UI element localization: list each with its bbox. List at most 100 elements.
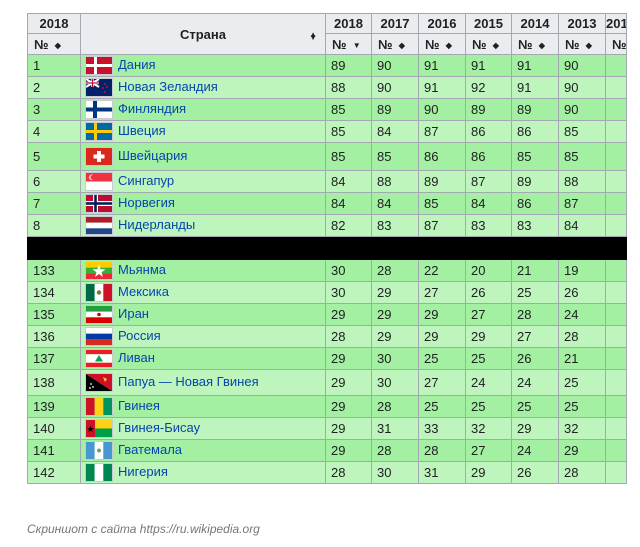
sort-no-2018[interactable]: № ▼ bbox=[325, 33, 372, 55]
country-link[interactable]: Нидерланды bbox=[118, 216, 196, 232]
country-link[interactable]: Гвинея-Бисау bbox=[118, 419, 201, 435]
score-cell-2018: 84 bbox=[325, 170, 372, 193]
flag-sweden-icon[interactable] bbox=[86, 123, 112, 141]
table-row: 142 Нигерия 28 30 31 29 26 28 bbox=[27, 461, 627, 484]
table-row: 6 Сингапур 84 88 89 87 89 88 bbox=[27, 170, 627, 193]
score-cell-2018: 30 bbox=[325, 281, 372, 304]
country-link[interactable]: Норвегия bbox=[118, 194, 175, 210]
country-link[interactable]: Россия bbox=[118, 327, 161, 343]
score-cell-2018: 29 bbox=[325, 417, 372, 440]
country-link[interactable]: Мьянма bbox=[118, 261, 166, 277]
score-cell-2013: 19 bbox=[558, 259, 606, 282]
score-cell-2015: 32 bbox=[465, 417, 512, 440]
country-link[interactable]: Новая Зеландия bbox=[118, 78, 218, 94]
score-cell-2016: 27 bbox=[418, 281, 466, 304]
country-link[interactable]: Швеция bbox=[118, 122, 166, 138]
score-cell-2014: 85 bbox=[511, 142, 559, 171]
sort-down-icon[interactable]: ▼ bbox=[350, 40, 361, 50]
country-link[interactable]: Ливан bbox=[118, 349, 155, 365]
rank-cell: 139 bbox=[27, 395, 81, 418]
flag-lebanon-icon[interactable] bbox=[86, 350, 112, 368]
header-year-2018-top: 2018 bbox=[27, 13, 81, 34]
header-country[interactable]: Страна ▲ ▼ bbox=[80, 13, 326, 55]
flag-denmark-icon[interactable] bbox=[86, 57, 112, 75]
score-cell-2018: 29 bbox=[325, 303, 372, 326]
country-link[interactable]: Финляндия bbox=[118, 100, 187, 116]
score-cell-2012 bbox=[605, 369, 627, 396]
score-cell-2012 bbox=[605, 439, 627, 462]
sort-no-2017[interactable]: № ◆ bbox=[371, 33, 419, 55]
table-row: 138 Папуа — Новая Гвинея 29 30 27 24 24 25 bbox=[27, 369, 627, 396]
sort-no-2015[interactable]: № ◆ bbox=[465, 33, 512, 55]
flag-new-zealand-icon[interactable] bbox=[85, 78, 112, 97]
separator-bar bbox=[27, 236, 627, 260]
header-year-2017: 2017 bbox=[371, 13, 419, 34]
sort-no-2014[interactable]: № ◆ bbox=[511, 33, 559, 55]
flag-singapore-icon[interactable] bbox=[86, 173, 112, 191]
score-cell-2018: 29 bbox=[325, 369, 372, 396]
sort-no-2012[interactable]: № ◆ bbox=[605, 33, 627, 55]
table-row: 133 Мьянма 30 28 22 20 21 19 bbox=[27, 259, 627, 282]
sort-no-2016[interactable]: № ◆ bbox=[418, 33, 466, 55]
country-link[interactable]: Иран bbox=[118, 305, 149, 321]
rank-cell: 142 bbox=[27, 461, 81, 484]
flag-norway-icon[interactable] bbox=[86, 195, 112, 213]
score-cell-2016: 89 bbox=[418, 170, 466, 193]
rank-cell: 136 bbox=[27, 325, 81, 348]
flag-iran-icon[interactable] bbox=[86, 306, 112, 324]
score-cell-2012 bbox=[605, 281, 627, 304]
score-cell-2013: 29 bbox=[558, 439, 606, 462]
country-link[interactable]: Швейцария bbox=[118, 147, 188, 163]
country-link[interactable]: Дания bbox=[118, 56, 156, 72]
score-cell-2018: 85 bbox=[325, 98, 372, 121]
sort-icon[interactable]: ◆ bbox=[583, 40, 592, 50]
flag-guatemala-icon[interactable] bbox=[86, 442, 112, 460]
sort-icon[interactable]: ◆ bbox=[443, 40, 452, 50]
country-link[interactable]: Папуа — Новая Гвинея bbox=[118, 373, 259, 389]
table-row: 137 Ливан 29 30 25 25 26 21 bbox=[27, 347, 627, 370]
country-link[interactable]: Сингапур bbox=[118, 172, 175, 188]
no-label: № bbox=[332, 36, 347, 52]
rank-cell: 137 bbox=[27, 347, 81, 370]
score-cell-2017: 28 bbox=[371, 395, 419, 418]
country-cell: Гвинея bbox=[80, 395, 326, 418]
sort-icon[interactable]: ◆ bbox=[536, 40, 545, 50]
country-link[interactable]: Мексика bbox=[118, 283, 170, 299]
header-year-2018: 2018 bbox=[325, 13, 372, 34]
country-link[interactable]: Гвинея bbox=[118, 397, 160, 413]
flag-guinea-bissau-icon[interactable] bbox=[86, 420, 112, 438]
rank-cell: 6 bbox=[27, 170, 81, 193]
sort-no-main[interactable]: № ◆ bbox=[27, 33, 81, 55]
no-label: № bbox=[612, 36, 627, 52]
sort-icon[interactable]: ◆ bbox=[52, 40, 61, 50]
rank-cell: 140 bbox=[27, 417, 81, 440]
no-label: № bbox=[425, 36, 440, 52]
score-cell-2014: 91 bbox=[511, 76, 559, 99]
flag-netherlands-icon[interactable] bbox=[86, 217, 112, 235]
score-cell-2017: 83 bbox=[371, 214, 419, 237]
sort-icon[interactable]: ◆ bbox=[490, 40, 499, 50]
screenshot-caption: Скриншот с сайта https://ru.wikipedia.or… bbox=[27, 522, 260, 536]
flag-guinea-icon[interactable] bbox=[86, 398, 112, 416]
score-cell-2018: 89 bbox=[325, 54, 372, 77]
score-cell-2015: 20 bbox=[465, 259, 512, 282]
sort-icon[interactable]: ▲ ▼ bbox=[309, 30, 317, 42]
header-year-2013: 2013 bbox=[558, 13, 606, 34]
score-cell-2012 bbox=[605, 120, 627, 143]
score-cell-2015: 25 bbox=[465, 347, 512, 370]
flag-mexico-icon[interactable] bbox=[86, 284, 112, 302]
score-cell-2012 bbox=[605, 76, 627, 99]
flag-russia-icon[interactable] bbox=[86, 328, 112, 346]
country-link[interactable]: Нигерия bbox=[118, 463, 168, 479]
flag-switzerland-icon[interactable] bbox=[86, 148, 112, 166]
rank-cell: 138 bbox=[27, 369, 81, 396]
no-label: № bbox=[378, 36, 393, 52]
country-link[interactable]: Гватемала bbox=[118, 441, 183, 457]
flag-papua-new-guinea-icon[interactable] bbox=[86, 374, 112, 392]
flag-myanmar-icon[interactable] bbox=[86, 262, 112, 280]
flag-nigeria-icon[interactable] bbox=[86, 464, 112, 482]
flag-finland-icon[interactable] bbox=[86, 101, 112, 119]
score-cell-2016: 25 bbox=[418, 347, 466, 370]
sort-icon[interactable]: ◆ bbox=[396, 40, 405, 50]
sort-no-2013[interactable]: № ◆ bbox=[558, 33, 606, 55]
